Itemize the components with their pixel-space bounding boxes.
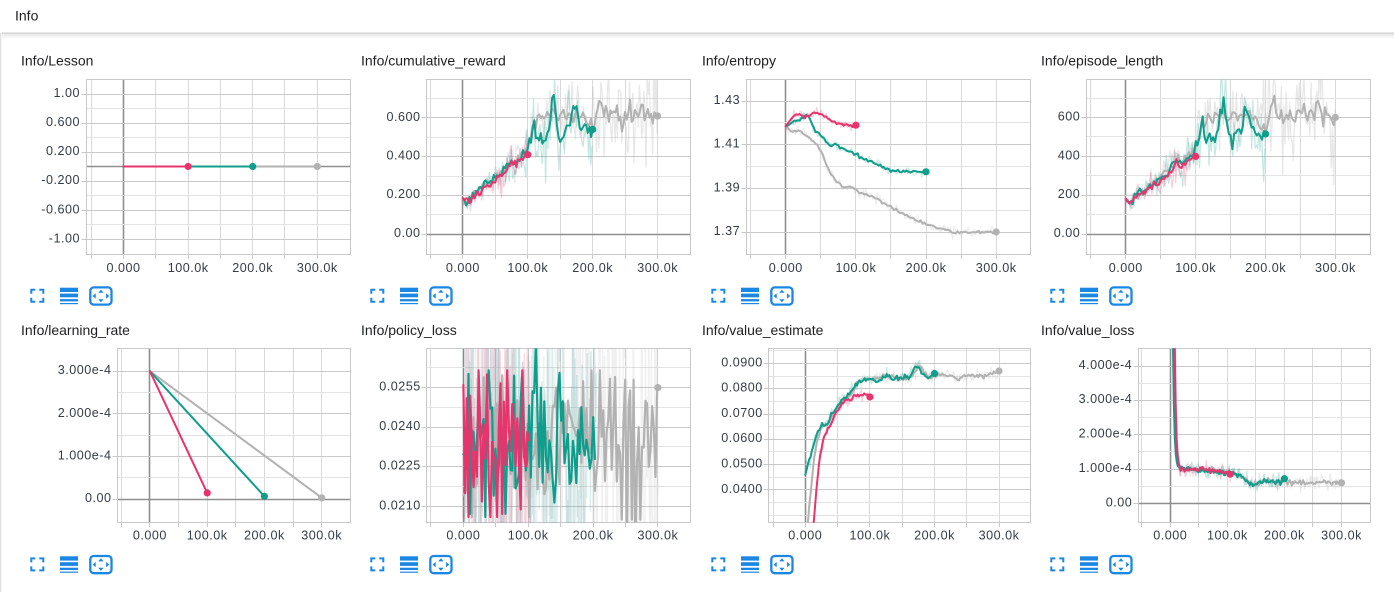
svg-text:0.000: 0.000 <box>446 261 480 275</box>
svg-text:200.0k: 200.0k <box>232 261 273 275</box>
svg-text:-0.200: -0.200 <box>41 173 80 187</box>
svg-text:200.0k: 200.0k <box>244 529 285 543</box>
svg-text:600: 600 <box>1058 109 1081 123</box>
svg-text:Info/episode_length: Info/episode_length <box>1041 53 1163 69</box>
svg-text:200.0k: 200.0k <box>1264 529 1305 543</box>
svg-text:300.0k: 300.0k <box>301 529 342 543</box>
svg-text:Info/learning_rate: Info/learning_rate <box>21 322 130 338</box>
svg-text:200.0k: 200.0k <box>914 529 955 543</box>
svg-text:0.0900: 0.0900 <box>721 355 763 369</box>
svg-text:0.0225: 0.0225 <box>379 459 421 473</box>
svg-text:Info/cumulative_reward: Info/cumulative_reward <box>361 53 506 69</box>
svg-text:0.000: 0.000 <box>769 261 803 275</box>
svg-text:0.0500: 0.0500 <box>721 456 763 470</box>
svg-text:200.0k: 200.0k <box>1245 261 1286 275</box>
svg-text:1.43: 1.43 <box>714 93 741 107</box>
svg-text:0.000: 0.000 <box>106 261 140 275</box>
svg-text:Info/value_loss: Info/value_loss <box>1041 322 1134 338</box>
svg-text:100.0k: 100.0k <box>508 529 549 543</box>
svg-text:0.0400: 0.0400 <box>721 482 763 496</box>
svg-text:300.0k: 300.0k <box>1321 529 1362 543</box>
svg-text:0.0600: 0.0600 <box>721 431 763 445</box>
svg-text:0.600: 0.600 <box>386 110 420 124</box>
svg-text:1.41: 1.41 <box>714 137 741 151</box>
svg-text:0.00: 0.00 <box>85 491 112 505</box>
svg-text:3.000e-4: 3.000e-4 <box>1079 392 1133 406</box>
svg-text:200: 200 <box>1058 187 1081 201</box>
svg-text:400: 400 <box>1058 148 1081 162</box>
svg-text:100.0k: 100.0k <box>1175 261 1216 275</box>
svg-text:0.00: 0.00 <box>1054 226 1081 240</box>
svg-text:0.0255: 0.0255 <box>379 380 421 394</box>
svg-text:1.39: 1.39 <box>714 180 741 194</box>
svg-text:2.000e-4: 2.000e-4 <box>1079 427 1133 441</box>
svg-text:Info/policy_loss: Info/policy_loss <box>361 322 457 338</box>
svg-text:300.0k: 300.0k <box>979 529 1020 543</box>
svg-text:0.000: 0.000 <box>133 529 167 543</box>
svg-text:-0.600: -0.600 <box>41 202 80 216</box>
svg-text:200.0k: 200.0k <box>573 529 614 543</box>
svg-text:0.000: 0.000 <box>788 529 822 543</box>
svg-text:Info: Info <box>15 8 39 24</box>
svg-text:0.00: 0.00 <box>394 226 421 240</box>
svg-text:200.0k: 200.0k <box>572 261 613 275</box>
svg-text:100.0k: 100.0k <box>187 529 228 543</box>
svg-text:1.000e-4: 1.000e-4 <box>1079 461 1133 475</box>
svg-text:Info/Lesson: Info/Lesson <box>21 53 93 69</box>
svg-text:0.0800: 0.0800 <box>721 381 763 395</box>
svg-text:0.00: 0.00 <box>1106 495 1133 509</box>
svg-text:0.200: 0.200 <box>46 144 80 158</box>
svg-text:2.000e-4: 2.000e-4 <box>58 406 112 420</box>
svg-text:Info/entropy: Info/entropy <box>702 53 776 69</box>
svg-text:Info/value_estimate: Info/value_estimate <box>702 322 824 338</box>
svg-text:0.400: 0.400 <box>386 149 420 163</box>
svg-text:0.0210: 0.0210 <box>379 498 421 512</box>
svg-text:0.600: 0.600 <box>46 115 80 129</box>
svg-text:100.0k: 100.0k <box>849 529 890 543</box>
svg-text:300.0k: 300.0k <box>1315 261 1356 275</box>
svg-text:300.0k: 300.0k <box>297 261 338 275</box>
svg-text:100.0k: 100.0k <box>507 261 548 275</box>
svg-text:1.37: 1.37 <box>714 224 741 238</box>
svg-text:0.000: 0.000 <box>446 529 480 543</box>
svg-text:300.0k: 300.0k <box>976 261 1017 275</box>
svg-text:3.000e-4: 3.000e-4 <box>58 363 112 377</box>
svg-text:100.0k: 100.0k <box>168 261 209 275</box>
svg-text:0.000: 0.000 <box>1109 261 1143 275</box>
svg-text:200.0k: 200.0k <box>906 261 947 275</box>
svg-text:0.0240: 0.0240 <box>379 419 421 433</box>
svg-text:100.0k: 100.0k <box>835 261 876 275</box>
svg-text:0.200: 0.200 <box>386 187 420 201</box>
svg-text:300.0k: 300.0k <box>637 529 678 543</box>
svg-text:300.0k: 300.0k <box>637 261 678 275</box>
svg-text:4.000e-4: 4.000e-4 <box>1079 358 1133 372</box>
svg-text:0.000: 0.000 <box>1153 529 1187 543</box>
svg-text:1.000e-4: 1.000e-4 <box>58 449 112 463</box>
svg-text:100.0k: 100.0k <box>1207 529 1248 543</box>
svg-text:-1.00: -1.00 <box>49 231 80 245</box>
svg-text:0.0700: 0.0700 <box>721 406 763 420</box>
svg-text:1.00: 1.00 <box>53 86 80 100</box>
